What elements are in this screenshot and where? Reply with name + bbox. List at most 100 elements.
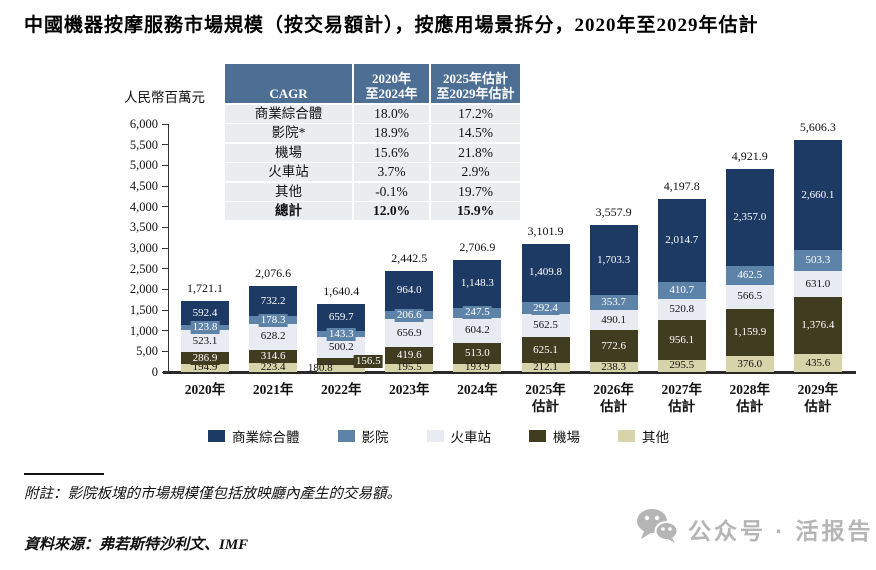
legend-label: 影院	[361, 430, 389, 445]
y-tick-label: 0	[151, 365, 158, 379]
y-tick-label: 2,500	[129, 261, 158, 276]
segment-label: 212.1	[533, 361, 558, 374]
y-tick-mark	[162, 371, 168, 373]
segment-label: 656.9	[396, 326, 422, 339]
table-cell: 3.7%	[354, 163, 429, 181]
segment-label: 435.6	[805, 356, 831, 369]
segment-label: 659.7	[326, 311, 356, 325]
legend-item-商業綜合體: 商業綜合體	[208, 426, 300, 446]
total-label: 1,640.4	[323, 284, 360, 299]
segment-label: 178.3	[258, 313, 288, 327]
chart-legend: 商業綜合體 影院 火車站 機場 其他	[208, 426, 669, 446]
segment-label: 195.5	[396, 361, 422, 374]
segment-label: 513.0	[463, 346, 492, 360]
bar-segment	[181, 330, 229, 353]
total-label: 2,706.9	[459, 240, 496, 255]
legend-label: 商業綜合體	[232, 430, 300, 445]
y-tick-label: 4,500	[129, 179, 158, 193]
legend-swatch	[618, 430, 635, 442]
x-tick-label: 2020年	[184, 382, 226, 397]
table-cell: 19.7%	[431, 182, 520, 201]
table-cell: 18.9%	[354, 124, 429, 142]
legend-swatch	[426, 430, 444, 442]
watermark-text: 公众号 · 活报告	[688, 517, 874, 544]
segment-label: 193.9	[465, 361, 490, 374]
segment-label: 964.0	[394, 284, 424, 298]
segment-label: 625.1	[531, 343, 560, 357]
y-tick-mark	[162, 268, 168, 270]
bar-segment	[589, 362, 638, 372]
legend-swatch	[337, 430, 355, 442]
x-tick-label: 2022年	[320, 382, 362, 397]
footnote: 附註：影院板塊的市場規模僅包括放映廳內產生的交易額。	[24, 486, 401, 502]
segment-label: 314.6	[258, 349, 288, 363]
x-tick-label: 2024年	[457, 382, 498, 397]
table-cell: 商業綜合體	[225, 104, 352, 123]
bar-segment	[725, 356, 774, 372]
y-axis-line	[168, 124, 169, 372]
segment-label: 562.5	[533, 319, 558, 332]
bar-segment	[385, 319, 434, 347]
segment-label: 956.1	[667, 333, 697, 347]
y-tick-mark	[162, 309, 168, 311]
segment-label: 1,703.3	[595, 253, 633, 267]
segment-label: 500.2	[328, 341, 354, 354]
table-cell: 火車站	[225, 163, 352, 181]
segment-label: 419.6	[394, 348, 424, 362]
y-tick-mark	[162, 288, 168, 290]
total-label: 2,442.5	[391, 251, 428, 266]
bar-segment	[793, 271, 842, 298]
segment-label: 2,014.7	[663, 233, 701, 247]
y-axis-unit-label: 人民幣百萬元	[124, 90, 205, 105]
bar-2022年: 180.8 156.5 500.2 143.3 659.7 1,640.4 2022年	[308, 124, 383, 397]
bar-segment	[317, 364, 366, 372]
segment-label: 156.5	[353, 354, 383, 368]
legend-label: 機場	[553, 430, 580, 445]
footnote-rule	[24, 473, 104, 475]
segment-label: 238.3	[601, 360, 626, 373]
segment-label: 286.9	[190, 351, 220, 365]
cagr-table: CAGR 2020年 至2024年 2025年估計 至2029年估計 商業綜合體 18.0…	[225, 64, 520, 220]
segment-label: 503.3	[803, 254, 833, 268]
y-tick-label: 3,000	[129, 241, 158, 255]
legend-swatch	[529, 430, 546, 442]
y-tick-mark	[162, 185, 168, 187]
y-tick-label: 6,000	[129, 117, 158, 131]
table-cell: 其他	[225, 182, 352, 201]
table-cell: 14.5%	[431, 124, 520, 142]
y-tick-mark	[162, 350, 168, 352]
bar-segment	[453, 317, 502, 343]
bar-segment	[657, 298, 706, 321]
x-tick-label: 2027年 估計	[661, 382, 702, 414]
y-tick-label: 5,000	[129, 158, 158, 173]
total-label: 1,721.1	[187, 280, 223, 295]
table-cell: 17.2%	[431, 104, 520, 123]
y-tick-label: 1,500	[129, 303, 158, 317]
bar-2025年估計: 212.1 625.1 562.5 292.4 1,409.8 3,101.9 2025年估…	[521, 124, 570, 414]
bar-segment	[317, 337, 366, 359]
bar-segment	[453, 364, 502, 372]
segment-label: 772.6	[599, 339, 628, 353]
segment-label: 1,159.9	[731, 326, 769, 339]
segment-label: 604.2	[465, 323, 490, 336]
bar-segment	[793, 354, 842, 372]
legend-label: 其他	[642, 430, 669, 445]
bar-2021年: 223.4 314.6 628.2 178.3 732.2 2,076.6 2021年	[249, 124, 298, 397]
x-tick-label: 2021年	[252, 382, 294, 397]
total-label: 2,076.6	[255, 266, 292, 281]
x-tick-label: 2026年 估計	[593, 382, 634, 414]
table-header-cell: 2025年估計 至2029年估計	[431, 64, 520, 103]
y-tick-label: 2,000	[129, 282, 158, 297]
total-label: 3,101.9	[527, 223, 564, 238]
segment-label: 247.5	[463, 306, 492, 320]
bar-segment	[385, 363, 434, 372]
segment-label: 732.2	[258, 294, 288, 308]
segment-label: 143.3	[326, 327, 356, 341]
y-tick-label: 1,000	[129, 323, 158, 338]
segment-label: 410.7	[667, 283, 697, 297]
y-tick-mark	[162, 123, 168, 125]
table-cell: 15.9%	[431, 202, 520, 220]
table-cell: 總計	[225, 202, 352, 220]
legend-item-火車站: 火車站	[426, 426, 491, 446]
x-tick-label: 2028年 估計	[729, 382, 771, 414]
